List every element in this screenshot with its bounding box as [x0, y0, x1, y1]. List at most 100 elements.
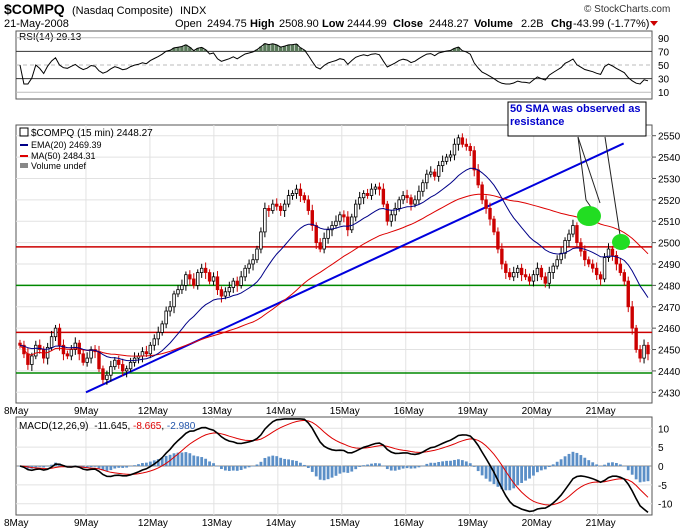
macd-hist-bar: [607, 462, 610, 466]
macd-hist-bar: [551, 464, 555, 466]
macd-hist-bar: [405, 466, 409, 469]
macd-hist-bar: [287, 459, 290, 466]
candle-body: [113, 359, 117, 368]
candle-body: [476, 169, 480, 186]
candle-body: [176, 289, 180, 295]
candle-body: [547, 272, 551, 284]
macd-hist-bar: [302, 464, 306, 466]
candle-body: [282, 203, 287, 211]
macd-hist-bar: [488, 466, 492, 482]
candle-body: [444, 156, 449, 162]
price-tick-label: 2550: [658, 132, 681, 143]
macd-hist-bar: [251, 466, 255, 467]
x-tick-label: 14May: [266, 406, 296, 417]
macd-hist-bar: [46, 466, 50, 467]
candle-body: [559, 252, 563, 261]
price-panel: 2550 2540 2530 2520 2510 2500 2490 2480 2470 2460…: [15, 101, 681, 404]
candle-body: [164, 310, 168, 325]
candle-body: [330, 225, 334, 231]
macd-hist-bar: [50, 464, 53, 466]
candle-body: [413, 199, 417, 205]
svg-text:MACD(12,26,9) -11.645,: MACD(12,26,9) -11.645, -8.665, -2.980: [19, 421, 196, 432]
price-tick-label: 2540: [658, 153, 681, 164]
candle-body: [587, 259, 591, 265]
macd-hist-bar: [148, 461, 152, 466]
macd-hist-bar: [646, 466, 650, 482]
macd-tick-label: -10: [658, 500, 673, 511]
candle-body: [231, 280, 235, 288]
legend-ema: EMA(20) 2469.39: [31, 140, 102, 150]
macd-hist-bar: [504, 466, 508, 491]
candle-body: [350, 216, 354, 231]
price-tick-label: 2440: [658, 367, 681, 378]
macd-hist-bar: [141, 463, 144, 466]
macd-hist-bar: [512, 466, 516, 489]
candle-body: [239, 276, 243, 286]
candle-body: [124, 368, 129, 372]
x-tick-label: 20May: [522, 518, 552, 529]
legend-title: $COMPQ (15 min) 2448.27: [31, 128, 153, 139]
candle-body: [563, 240, 567, 254]
candle-body: [512, 272, 516, 278]
chg-value: -43.99 (-1.77%): [573, 18, 649, 30]
candle-body: [429, 171, 433, 175]
candle-body: [622, 272, 627, 282]
macd-hist-bar: [618, 464, 622, 466]
volume-label: Volume: [474, 18, 513, 30]
rsi-tick-label: 10: [658, 88, 670, 99]
macd-hist-bar: [77, 466, 81, 467]
candle-body: [192, 278, 196, 286]
candle-body: [97, 351, 101, 370]
candle-body: [342, 214, 346, 218]
x-tick-label: 15May: [330, 518, 360, 529]
candle-body: [85, 357, 89, 363]
macd-hist-bar: [591, 462, 595, 466]
macd-hist-bar: [378, 463, 381, 466]
macd-hist-bar: [334, 466, 338, 476]
macd-hist-bar: [176, 452, 180, 466]
candle-body: [152, 338, 156, 346]
macd-hist-bar: [524, 466, 527, 481]
x-axis-main: 8May 9May 12May 13May 14May 15May 16May 19May 20…: [4, 406, 616, 417]
macd-hist-bar: [105, 466, 109, 472]
candle-body: [243, 267, 247, 278]
x-tick-label: 16May: [394, 518, 424, 529]
candle-body: [196, 272, 200, 286]
candle-body: [30, 355, 34, 365]
low-label: Low: [322, 18, 344, 30]
candle-body: [602, 257, 607, 280]
candle-body: [614, 255, 619, 265]
candlesticks: [18, 133, 650, 385]
price-axis: 2550 2540 2530 2520 2510 2500 2490 2480 2470 2460…: [652, 132, 681, 399]
candle-body: [18, 342, 22, 346]
legend-ma: MA(50) 2484.31: [31, 151, 96, 161]
candle-body: [302, 195, 307, 201]
macd-hist-bar: [575, 452, 579, 466]
macd-hist-bar: [634, 466, 638, 480]
x-axis-macd: 8May 9May 12May 13May 14May 15May 16May 19May 20…: [4, 518, 616, 529]
close-label: Close: [393, 18, 423, 30]
candle-body: [464, 143, 469, 147]
macd-hist-bar: [330, 466, 334, 478]
candle-body: [468, 145, 472, 152]
candle-body: [523, 274, 528, 278]
macd-label-name: MACD(12,26,9): [19, 421, 88, 432]
macd-hist-bar: [354, 466, 358, 470]
candle-body: [452, 143, 457, 156]
price-tick-label: 2520: [658, 196, 681, 207]
macd-hist-bar: [271, 455, 275, 466]
macd-hist-bar: [196, 456, 200, 466]
annotation-pointer-2: [577, 136, 601, 204]
macd-hist-bar: [101, 466, 105, 471]
macd-tick-label: 5: [658, 443, 664, 454]
annotation-text-wrap: 50 SMA was observed as resistance: [510, 103, 640, 128]
candle-body: [377, 186, 382, 190]
price-tick-label: 2530: [658, 174, 681, 185]
macd-hist-bar: [216, 466, 219, 467]
candle-body: [519, 267, 524, 276]
macd-hist-bar: [239, 466, 243, 471]
x-tick-label: 15May: [330, 406, 360, 417]
price-tick-label: 2470: [658, 303, 681, 314]
candle-body: [527, 276, 532, 282]
macd-hist-bar: [144, 462, 148, 466]
